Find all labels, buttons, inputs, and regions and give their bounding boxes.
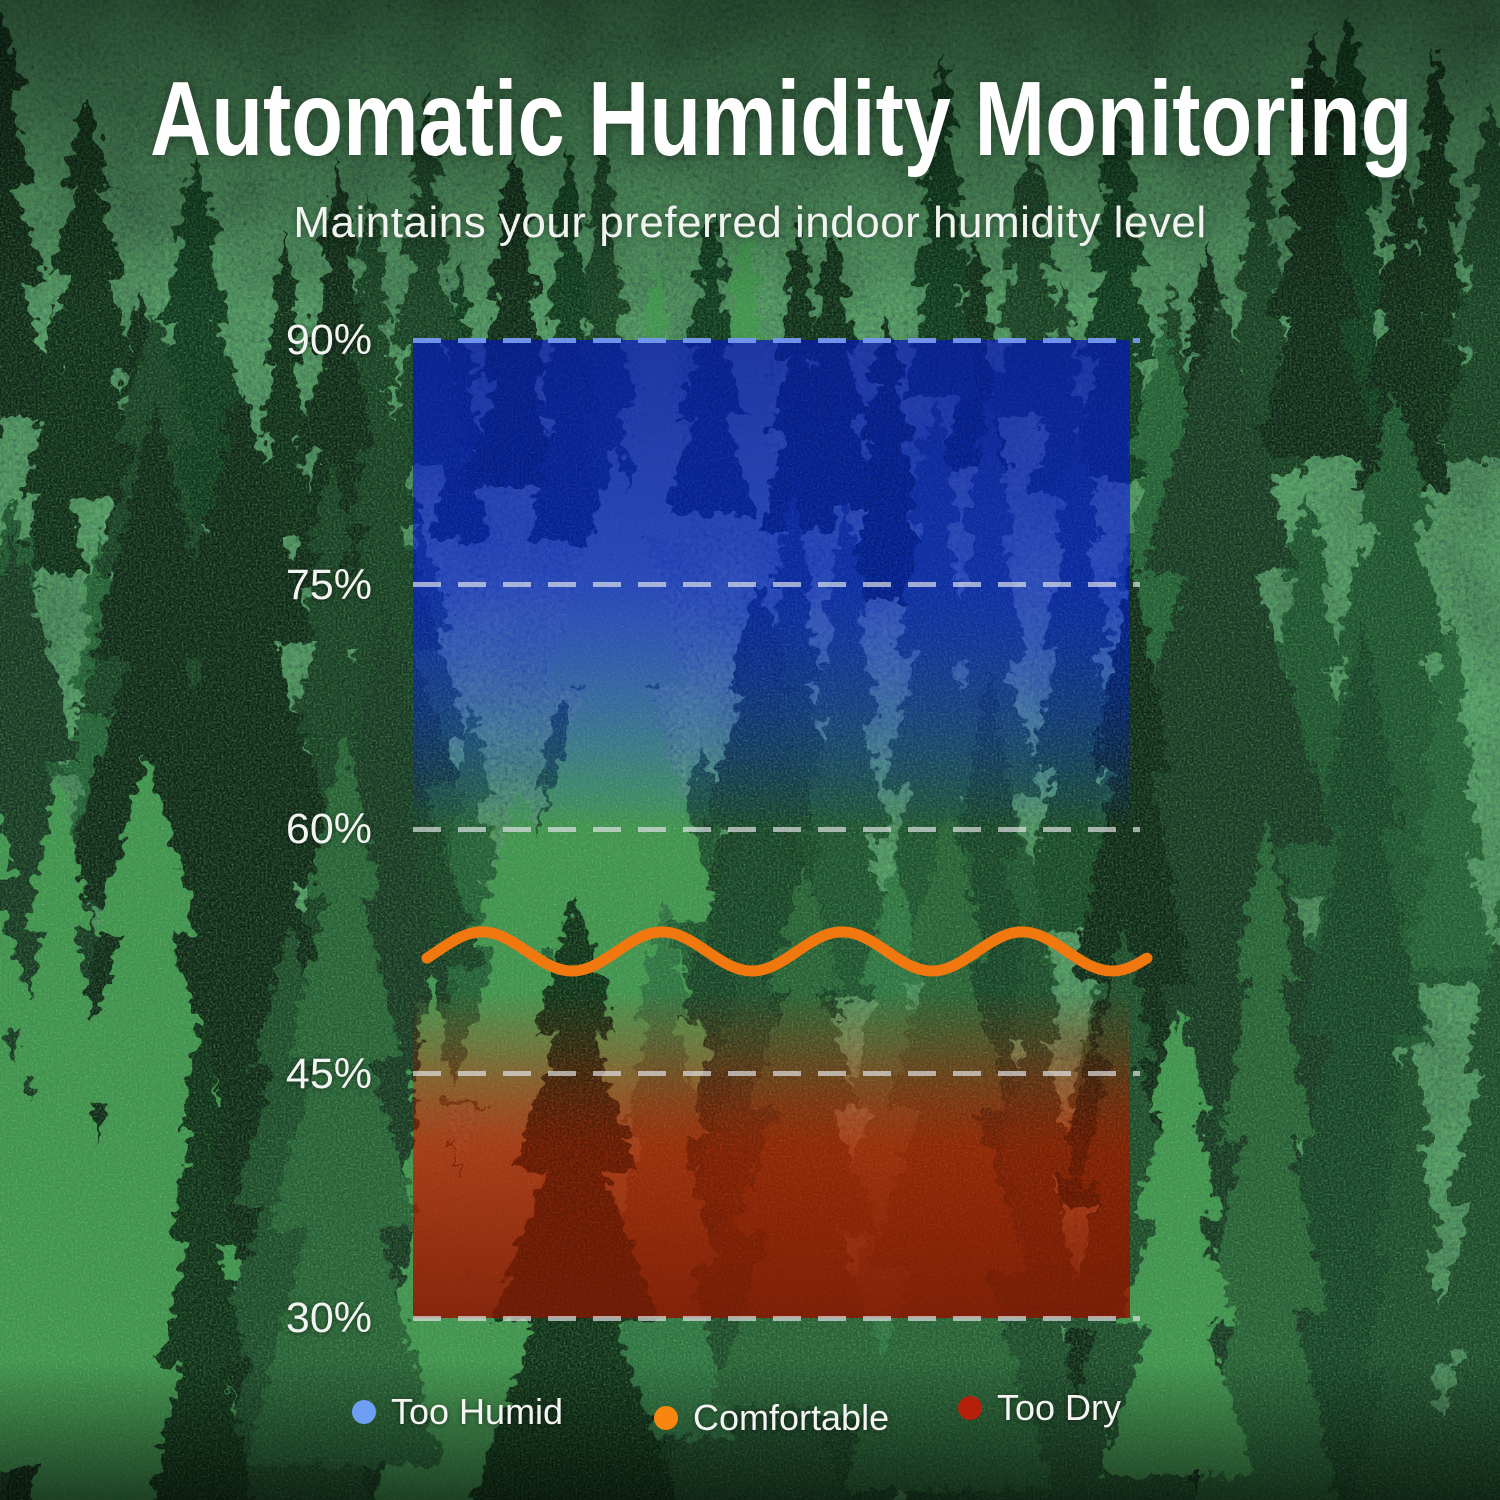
legend-label-comfortable: Comfortable [693,1400,889,1436]
legend-label-too-dry: Too Dry [997,1390,1121,1426]
too-dry-swatch-icon [958,1396,982,1420]
gridline-60 [413,827,1140,832]
gridline-30 [413,1316,1140,1321]
tick-label-90: 90% [170,318,372,362]
tick-label-30: 30% [170,1296,372,1340]
too-dry-zone-shade [413,992,1130,1318]
legend-item-comfortable: Comfortable [654,1400,889,1436]
comfortable-swatch-icon [654,1406,678,1430]
humidity-chart: 90% 75% 60% 45% 30% [0,0,1500,1500]
legend-label-too-humid: Too Humid [391,1394,563,1430]
gridline-90 [413,338,1140,343]
infographic-root: Automatic Humidity Monitoring Maintains … [0,0,1500,1500]
tick-label-45: 45% [170,1052,372,1096]
gridline-75 [413,582,1140,587]
legend-item-too-dry: Too Dry [958,1390,1121,1426]
tick-label-60: 60% [170,807,372,851]
tick-label-75: 75% [170,563,372,607]
legend-item-too-humid: Too Humid [352,1394,563,1430]
gridline-45 [413,1071,1140,1076]
too-humid-swatch-icon [352,1400,376,1424]
